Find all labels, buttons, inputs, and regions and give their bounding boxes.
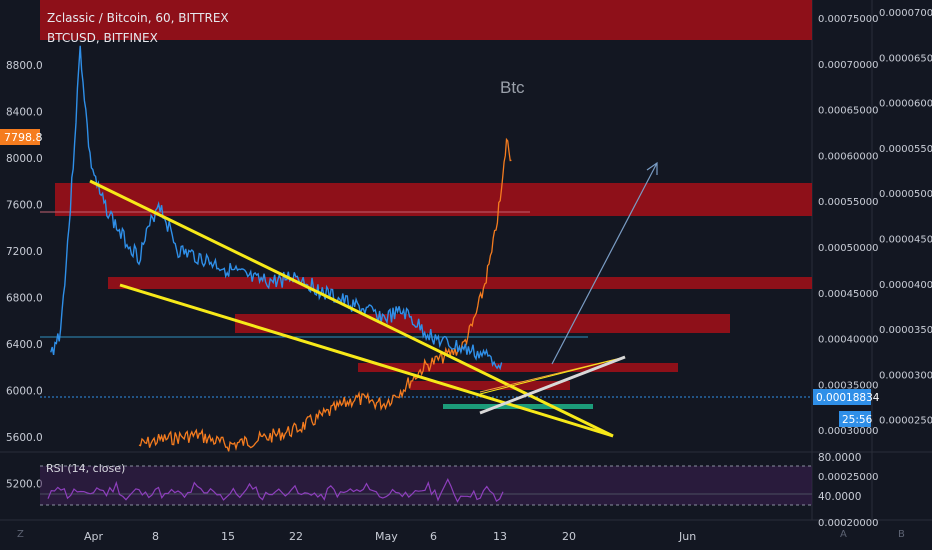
- time-axis-tick-label: 13: [493, 530, 507, 543]
- left-axis-tick-label: 7200.0: [6, 246, 43, 258]
- right-axis-tick-label: 0.00045000: [818, 289, 878, 300]
- left-axis-tick-label: 6400.0: [6, 339, 43, 351]
- wedge-lower-trendline[interactable]: [119, 283, 614, 438]
- right-axis-tick-label: 0.00075000: [818, 14, 878, 25]
- btc-series-line: [138, 137, 512, 452]
- right-axis-tick-label: 0.00055000: [818, 197, 878, 208]
- outer-axis-tick-label: 0.00002500: [879, 416, 932, 427]
- left-axis-tick-label: 8800.0: [6, 60, 43, 72]
- fan-line-2[interactable]: [479, 356, 626, 395]
- left-axis-tick-label: 6800.0: [6, 293, 43, 305]
- time-axis-tick-label: May: [375, 530, 398, 543]
- left-axis-tick-label: 8000.0: [6, 153, 43, 165]
- right-axis-tick-label: 0.00065000: [818, 106, 878, 117]
- breakout-line-white[interactable]: [479, 355, 626, 415]
- right-axis-tick-label: 0.00050000: [818, 243, 878, 254]
- red-zone-360: [108, 277, 812, 289]
- time-axis-tick-label: 22: [289, 530, 303, 543]
- btc-price-tag-bg: [0, 129, 40, 145]
- scale-button-z[interactable]: Z: [17, 529, 24, 540]
- wedge-upper-trendline[interactable]: [89, 179, 614, 438]
- right-axis-tick-label: 0.00070000: [818, 60, 878, 71]
- time-axis-tick-label: Jun: [678, 530, 696, 543]
- zcl-series-group: [50, 45, 503, 371]
- time-axis-tick-label: 20: [562, 530, 576, 543]
- rsi-series-line: [47, 478, 504, 503]
- rsi-indicator-label[interactable]: RSI (14, close): [46, 462, 126, 475]
- projection-arrow[interactable]: [551, 162, 658, 365]
- left-axis-tick-label: 7600.0: [6, 200, 43, 212]
- time-axis-tick-label: Apr: [84, 530, 104, 543]
- time-axis-tick-label: 8: [152, 530, 159, 543]
- red-zone-320: [235, 314, 730, 333]
- right-axis-tick-label: 0.00035000: [818, 380, 878, 391]
- zcl-price-tag-bg: [813, 389, 871, 405]
- zcl-last-price: 0.00018834: [816, 392, 880, 404]
- zcl-series-line: [50, 45, 503, 371]
- rsi-band: [40, 466, 812, 505]
- right-axis-tick-label: 0.00040000: [818, 335, 878, 346]
- auto-scale-button-a[interactable]: A: [840, 529, 847, 540]
- chart-title: Zclassic / Bitcoin, 60, BITTREX: [47, 11, 229, 25]
- right-axis-tick-label: 0.00030000: [818, 426, 878, 437]
- rsi-level-80: 80.0000: [818, 452, 861, 464]
- countdown-tag-bg: [839, 411, 871, 427]
- left-axis-tick-label: 5200.0: [6, 479, 43, 491]
- time-axis[interactable]: Apr 8 15 22 May 6 13 20 Jun: [84, 530, 696, 543]
- time-axis-tick-label: 6: [430, 530, 437, 543]
- right-axis-tick-label: 0.00060000: [818, 151, 878, 162]
- red-zone-top: [40, 0, 812, 40]
- red-zone-260: [358, 363, 678, 372]
- left-axis-tick-label: 6000.0: [6, 386, 43, 398]
- rsi-level-40: 40.0000: [818, 491, 861, 503]
- btc-last-price: 7798.8: [4, 131, 43, 144]
- right-price-axis-inner[interactable]: 0.00075000 0.00070000 0.00065000 0.00060000…: [818, 14, 878, 529]
- scale-button-b[interactable]: B: [898, 529, 905, 540]
- left-axis-tick-label: 8400.0: [6, 107, 43, 119]
- bar-countdown: 25:56: [842, 414, 873, 426]
- left-price-axis[interactable]: 8800.0 8400.0 8000.0 7600.0 7200.0 6800.0 6400…: [6, 60, 43, 491]
- right-axis-tick-label: 0.00020000: [818, 518, 878, 529]
- annotation-btc[interactable]: Btc: [500, 78, 525, 97]
- right-axis-tick-label: 0.00025000: [818, 472, 878, 483]
- red-zone-470: [55, 183, 812, 216]
- overlay-symbol-label: BTCUSD, BITFINEX: [47, 31, 158, 45]
- btc-series-group: [138, 137, 512, 452]
- left-axis-tick-label: 5600.0: [6, 432, 43, 444]
- time-axis-tick-label: 15: [221, 530, 235, 543]
- projection-arrowhead: [646, 161, 658, 175]
- red-zone-220: [410, 381, 570, 390]
